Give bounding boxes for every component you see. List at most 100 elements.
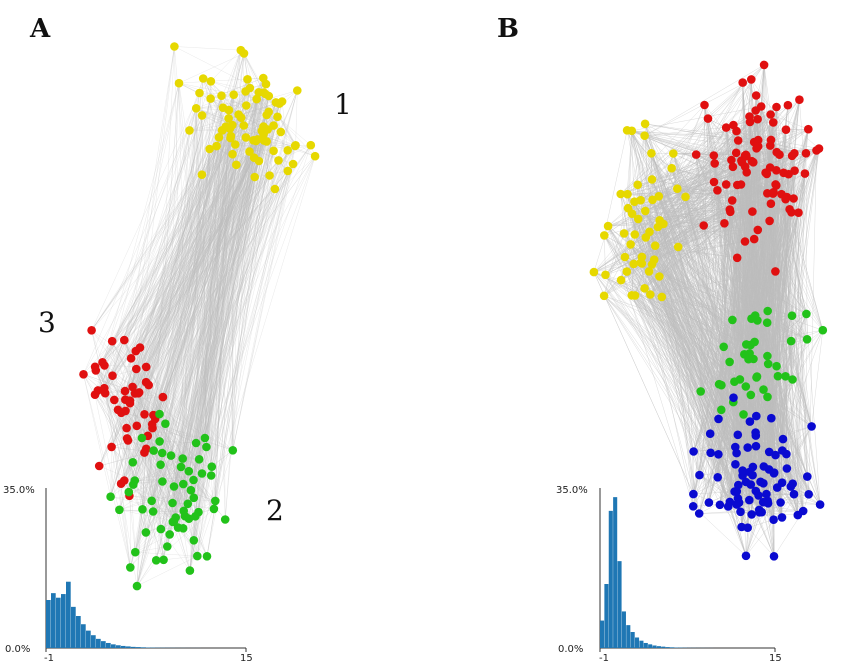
graph-node [753, 225, 763, 235]
graph-node [647, 149, 656, 158]
graph-node [128, 382, 137, 392]
graph-node [803, 472, 812, 481]
graph-node [725, 205, 735, 214]
graph-node [746, 390, 756, 400]
graph-node [802, 309, 811, 319]
graph-node [120, 386, 130, 396]
graph-node [732, 126, 741, 136]
graph-node [206, 94, 215, 103]
graph-node [120, 335, 129, 345]
graph-node [744, 354, 753, 364]
graph-node [90, 390, 100, 400]
graph-node [747, 75, 756, 84]
graph-node [629, 259, 638, 269]
hist-bar [643, 642, 648, 648]
graph-node [191, 104, 201, 113]
graph-node [100, 383, 109, 393]
graph-node [137, 433, 147, 443]
graph-node [155, 437, 164, 446]
graph-node [125, 396, 135, 406]
graph-node [148, 507, 158, 516]
graph-node [654, 192, 664, 201]
hist-bar [61, 594, 66, 648]
graph-node [781, 372, 790, 381]
graph-node [202, 552, 212, 561]
hist-bar [670, 647, 675, 648]
graph-node [627, 291, 637, 300]
graph-node [766, 141, 775, 150]
graph-node [184, 514, 194, 523]
graph-node [637, 252, 647, 262]
graph-node [759, 462, 769, 471]
graph-node [766, 199, 776, 208]
network-graph-a [79, 42, 320, 591]
graph-node [157, 448, 167, 458]
graph-node [228, 120, 237, 130]
hist-bar [617, 561, 622, 648]
graph-node [759, 385, 768, 394]
panel-label: B [497, 14, 519, 44]
graph-node [700, 100, 709, 110]
graph-node [645, 227, 654, 237]
graph-node [138, 505, 147, 514]
graph-node [165, 530, 174, 539]
graph-node [623, 189, 632, 199]
graph-node [149, 446, 158, 455]
graph-node [787, 208, 796, 217]
graph-node [108, 371, 117, 381]
graph-node [259, 73, 268, 83]
graph-node [669, 149, 678, 158]
graph-node [787, 151, 797, 161]
graph-node [622, 267, 632, 276]
graph-node [729, 393, 738, 403]
graph-node [735, 375, 745, 384]
graph-node [243, 75, 252, 84]
graph-node [784, 169, 793, 179]
graph-node [217, 91, 226, 100]
graph-node [250, 172, 259, 182]
hist-bar [66, 581, 71, 648]
graph-node [725, 357, 734, 367]
graph-node [132, 421, 142, 431]
graph-node [288, 159, 298, 169]
graph-node [170, 42, 179, 51]
hist-bar [626, 625, 631, 648]
hist-xmax-label: 15 [769, 653, 782, 661]
graph-node [185, 566, 195, 575]
graph-node [245, 147, 254, 156]
graph-node [763, 306, 772, 316]
graph-node [709, 177, 719, 187]
graph-node [717, 380, 726, 390]
graph-node [264, 91, 274, 101]
graph-node [141, 528, 151, 537]
graph-node [648, 195, 657, 205]
graph-node [220, 515, 230, 524]
hist-bar [665, 647, 670, 648]
graph-node [158, 392, 168, 402]
graph-node [161, 419, 170, 429]
graph-node [769, 469, 779, 478]
graph-node [699, 221, 708, 230]
graph-node [619, 229, 629, 238]
graph-node [745, 417, 755, 426]
graph-node [206, 471, 216, 480]
hist-xmin-label: -1 [599, 653, 609, 661]
graph-node [113, 405, 123, 415]
graph-node [640, 131, 649, 140]
graph-node [765, 216, 774, 226]
graph-node [772, 147, 781, 157]
graph-node [132, 581, 142, 591]
graph-node [807, 422, 816, 431]
graph-node [804, 490, 813, 499]
hist-bar [116, 645, 121, 648]
graph-node [794, 208, 803, 217]
graph-node [189, 536, 199, 545]
graph-node [766, 110, 775, 119]
graph-node [749, 234, 759, 244]
graph-node [783, 100, 793, 110]
graph-node [673, 242, 683, 252]
graph-node [771, 267, 780, 276]
graph-node [276, 127, 286, 137]
graph-node [739, 410, 748, 419]
graph-node [169, 482, 179, 491]
